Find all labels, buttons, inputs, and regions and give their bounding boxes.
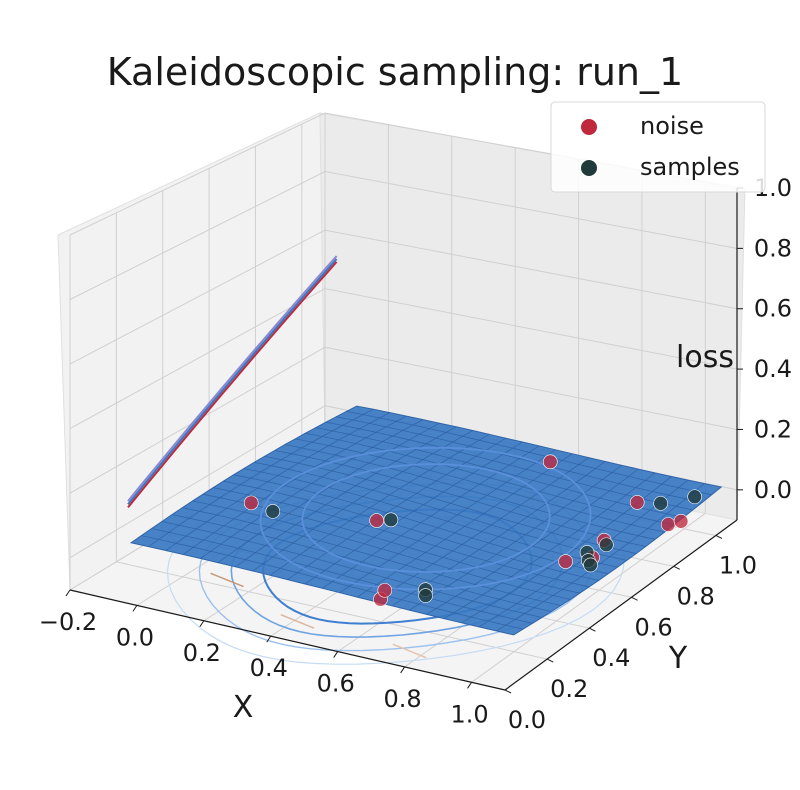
point-noise-10 [673, 513, 689, 529]
x-tick-mark-1 [132, 605, 138, 612]
grid-z-3 [69, 229, 738, 365]
floor-contour-fragment-0 [210, 572, 244, 588]
x-tick-mark-4 [333, 651, 339, 658]
y-tick-mark-1 [546, 658, 554, 663]
y-tick-label-4: 0.8 [677, 582, 715, 610]
legend-marker-noise [581, 119, 597, 135]
z-axis-label: loss [676, 340, 734, 375]
x-tick-label-3: 0.4 [250, 654, 288, 682]
z-tick-label-4: 0.8 [754, 234, 792, 262]
y-tick-mark-4 [673, 565, 680, 570]
floor-contour-fragment-2 [392, 643, 427, 659]
y-tick-mark-3 [631, 596, 638, 601]
x-tick-mark-0 [65, 589, 71, 597]
surface-mesh-x-12 [339, 449, 556, 594]
wall-contour-2 [127, 255, 338, 502]
surface-contour-1 [259, 446, 592, 591]
x-tick-label-6: 1.0 [450, 700, 488, 728]
surface-mesh-x-21 [496, 483, 705, 632]
point-samples-5 [599, 537, 614, 553]
legend: noise samples [550, 101, 766, 193]
point-noise-5 [629, 495, 645, 510]
grid-z-1 [69, 346, 738, 494]
y-axis-label: Y [668, 641, 688, 676]
z-tick-label-1: 0.2 [754, 415, 792, 443]
y-axis-line [504, 519, 738, 691]
axis-edges [69, 188, 738, 691]
grid-z-2 [69, 288, 738, 430]
chart-title: Kaleidoscopic sampling: run_1 [107, 50, 683, 94]
surface-mesh-y-18 [315, 427, 684, 518]
y-tick-label-3: 0.6 [634, 613, 672, 641]
legend-box [550, 101, 766, 193]
surface-contour-0 [301, 463, 551, 573]
surface-mesh-y-11 [243, 468, 618, 568]
wall-contour-1 [127, 258, 338, 505]
x-tick-mark-6 [467, 682, 472, 689]
x-tick-label-1: 0.0 [116, 623, 154, 651]
surface-mesh-y-14 [274, 450, 646, 547]
x-tick-mark-3 [266, 635, 272, 643]
floor-contour-fragment-1 [280, 614, 315, 629]
z-tick-label-2: 0.4 [754, 355, 792, 383]
point-noise-3 [377, 583, 393, 598]
z-tick-label-3: 0.6 [754, 295, 792, 323]
loss-surface [129, 405, 723, 636]
point-noise-6 [558, 554, 573, 569]
surface-mesh-y-19 [325, 421, 693, 511]
point-samples-8 [653, 496, 668, 511]
y-tick-mark-5 [715, 535, 723, 539]
grid-floor-x-6 [471, 513, 706, 683]
x-tick-mark-5 [400, 666, 406, 674]
x-axis-line [69, 589, 506, 691]
x-tick-mark-2 [199, 620, 205, 628]
y-tick-label-5: 1.0 [719, 551, 757, 579]
z-tick-label-0: 0.0 [754, 476, 792, 504]
legend-label-samples: samples [640, 153, 740, 181]
point-samples-9 [687, 489, 702, 505]
surface-mesh-y-13 [264, 456, 637, 554]
surface-mesh-x-14 [374, 457, 589, 602]
surface-mesh-y-16 [295, 438, 665, 533]
legend-marker-samples [581, 160, 597, 176]
point-samples-3 [418, 588, 433, 603]
surface-mesh-x-16 [409, 464, 623, 611]
point-samples-0 [265, 504, 281, 519]
point-noise-9 [660, 517, 676, 532]
surface-mesh-x-13 [356, 453, 573, 598]
scatter-points [243, 454, 702, 607]
y-tick-mark-2 [589, 627, 596, 632]
surface-mesh-y-17 [305, 432, 675, 526]
grid-floor-y-1 [116, 561, 548, 660]
surface-mesh-x-18 [443, 472, 656, 619]
point-samples-7 [583, 557, 598, 573]
x-tick-label-2: 0.2 [183, 639, 221, 667]
point-noise-4 [542, 454, 558, 470]
tick-labels: −0.20.00.20.40.60.81.0 0.00.20.40.60.81.0… [39, 174, 792, 734]
y-tick-label-0: 0.0 [508, 706, 546, 734]
wall-contour-0 [127, 261, 338, 509]
wall-contours [127, 255, 338, 509]
y-tick-label-1: 0.2 [550, 675, 588, 703]
x-axis-label: X [233, 690, 254, 725]
surface-mesh-y-21 [346, 411, 712, 496]
point-noise-0 [243, 495, 259, 511]
y-tick-label-2: 0.4 [592, 644, 630, 672]
x-tick-label-5: 0.8 [384, 685, 422, 713]
grid-z-4 [69, 170, 738, 300]
surface-mesh-y-12 [254, 462, 627, 561]
x-tick-label-0: −0.2 [39, 608, 97, 636]
x-tick-label-4: 0.6 [317, 670, 355, 698]
surface-mesh-y-20 [336, 416, 703, 503]
surface-mesh-x-17 [426, 468, 639, 615]
y-tick-mark-0 [504, 689, 512, 694]
point-noise-1 [369, 513, 384, 528]
point-samples-1 [383, 512, 399, 528]
legend-label-noise: noise [640, 112, 704, 140]
